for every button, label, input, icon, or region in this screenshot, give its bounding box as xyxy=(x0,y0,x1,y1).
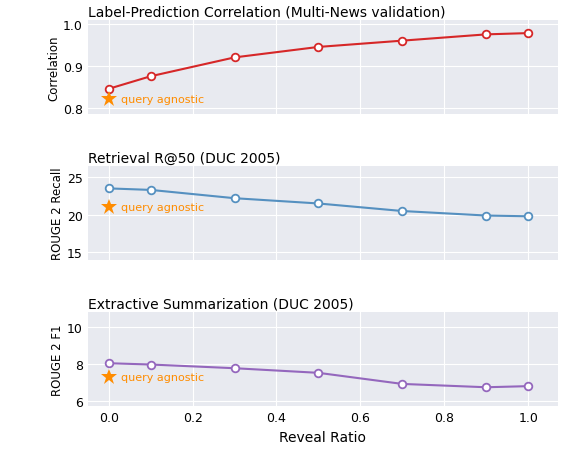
Text: Label-Prediction Correlation (Multi-News validation): Label-Prediction Correlation (Multi-News… xyxy=(88,6,445,19)
Y-axis label: ROUGE 2 Recall: ROUGE 2 Recall xyxy=(51,167,64,260)
Text: query agnostic: query agnostic xyxy=(121,95,204,105)
Text: query agnostic: query agnostic xyxy=(121,203,204,213)
Text: Extractive Summarization (DUC 2005): Extractive Summarization (DUC 2005) xyxy=(88,297,353,311)
Y-axis label: ROUGE 2 F1: ROUGE 2 F1 xyxy=(51,324,64,395)
X-axis label: Reveal Ratio: Reveal Ratio xyxy=(279,430,366,443)
Text: Retrieval R@50 (DUC 2005): Retrieval R@50 (DUC 2005) xyxy=(88,151,280,165)
Y-axis label: Correlation: Correlation xyxy=(47,35,60,101)
Text: query agnostic: query agnostic xyxy=(121,372,204,382)
